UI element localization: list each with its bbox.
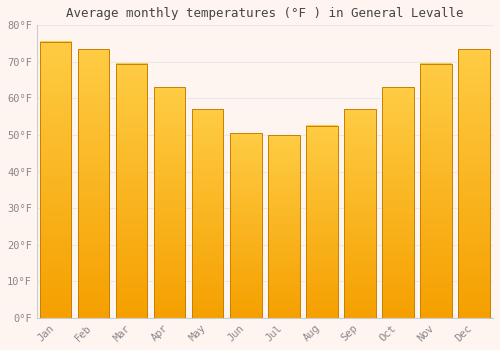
Bar [192, 110, 224, 318]
Bar [268, 135, 300, 318]
Bar [420, 64, 452, 318]
Bar [382, 88, 414, 318]
Bar [154, 88, 186, 318]
Bar [116, 64, 148, 318]
Bar [344, 110, 376, 318]
Bar [40, 42, 72, 318]
Bar [230, 133, 262, 318]
Title: Average monthly temperatures (°F ) in General Levalle: Average monthly temperatures (°F ) in Ge… [66, 7, 464, 20]
Bar [458, 49, 490, 318]
Bar [306, 126, 338, 318]
Bar [78, 49, 110, 318]
